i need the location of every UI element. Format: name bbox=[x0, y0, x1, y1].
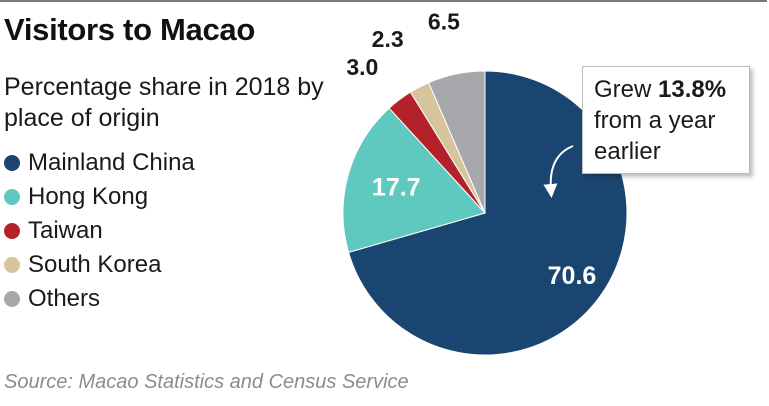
legend-item-hong-kong: Hong Kong bbox=[4, 180, 195, 214]
legend-label: South Korea bbox=[28, 251, 162, 278]
legend-item-mainland-china: Mainland China bbox=[4, 146, 195, 180]
annotation-text-before: Grew bbox=[594, 76, 652, 103]
annotation-text-after: from a year earlier bbox=[594, 107, 716, 165]
legend-swatch-others bbox=[4, 291, 20, 307]
pie-slice-hong-kong bbox=[342, 107, 486, 253]
legend-label: Taiwan bbox=[28, 217, 103, 244]
chart-subtitle: Percentage share in 2018 by place of ori… bbox=[4, 73, 324, 132]
data-label-south-korea: 2.3 bbox=[372, 26, 404, 52]
data-label-hong-kong: 17.7 bbox=[372, 174, 421, 202]
legend-label: Mainland China bbox=[28, 149, 195, 176]
legend-item-south-korea: South Korea bbox=[4, 248, 195, 282]
legend-swatch-mainland-china bbox=[4, 155, 20, 171]
pie-slice-mainland-china bbox=[347, 70, 628, 356]
legend-swatch-south-korea bbox=[4, 257, 20, 273]
chart-title: Visitors to Macao bbox=[4, 12, 256, 47]
legend-swatch-hong-kong bbox=[4, 189, 20, 205]
legend-label: Hong Kong bbox=[28, 183, 149, 210]
data-label-taiwan: 3.0 bbox=[346, 54, 378, 80]
legend: Mainland China Hong Kong Taiwan South Ko… bbox=[4, 146, 195, 316]
annotation-growth-value: 13.8% bbox=[658, 76, 727, 103]
legend-item-taiwan: Taiwan bbox=[4, 214, 195, 248]
pie-slice-others bbox=[428, 70, 486, 214]
legend-swatch-taiwan bbox=[4, 223, 20, 239]
annotation-arrow bbox=[543, 145, 574, 198]
data-label-mainland-china: 70.6 bbox=[548, 262, 597, 290]
annotation-callout: Grew 13.8% from a year earlier bbox=[582, 66, 750, 174]
chart-source: Source: Macao Statistics and Census Serv… bbox=[4, 371, 409, 393]
data-label-others: 6.5 bbox=[428, 8, 460, 34]
legend-item-others: Others bbox=[4, 282, 195, 316]
legend-label: Others bbox=[28, 285, 101, 312]
